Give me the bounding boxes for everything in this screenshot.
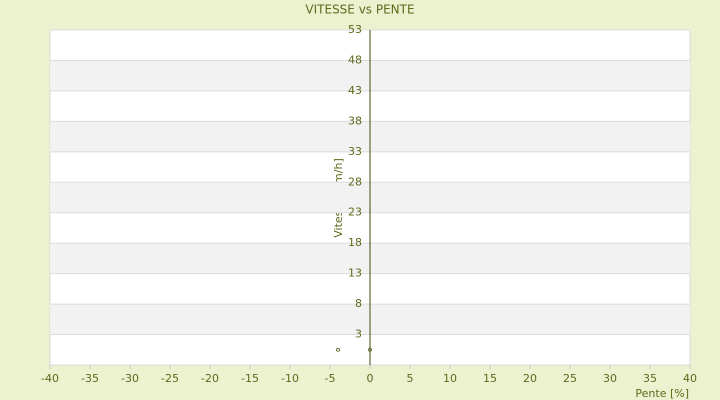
y-tick-label: 28	[348, 175, 362, 188]
x-tick-label: 30	[603, 372, 617, 385]
y-tick-label: 33	[348, 145, 362, 158]
y-tick-label: 13	[348, 267, 362, 280]
y-tick-label: 48	[348, 53, 362, 66]
x-tick-label: -5	[325, 372, 336, 385]
x-tick-label: 10	[443, 372, 457, 385]
x-tick-label: 15	[483, 372, 497, 385]
x-tick-label: 5	[407, 372, 414, 385]
x-tick-label: 0	[367, 372, 374, 385]
x-tick-label: -25	[161, 372, 179, 385]
point	[368, 347, 372, 352]
point	[336, 347, 340, 352]
x-tick-label: 35	[643, 372, 657, 385]
x-tick-label: -35	[81, 372, 99, 385]
y-tick-label: 8	[355, 297, 362, 310]
x-axis-label: Pente [%]	[635, 387, 689, 400]
x-tick-label: -15	[241, 372, 259, 385]
y-tick-label: 18	[348, 236, 362, 249]
y-tick-label: 38	[348, 114, 362, 127]
x-tick-label: -10	[281, 372, 299, 385]
y-tick-label: 3	[355, 328, 362, 341]
x-tick-label: 25	[563, 372, 577, 385]
chart-title: VITESSE vs PENTE	[305, 3, 414, 17]
y-tick-label: 43	[348, 84, 362, 97]
y-tick-label: 53	[348, 23, 362, 36]
x-tick-label: -20	[201, 372, 219, 385]
y-tick-label: 23	[348, 206, 362, 219]
x-tick-label: -30	[121, 372, 139, 385]
x-tick-label: -40	[41, 372, 59, 385]
x-tick-label: 20	[523, 372, 537, 385]
x-tick-label: 40	[683, 372, 697, 385]
